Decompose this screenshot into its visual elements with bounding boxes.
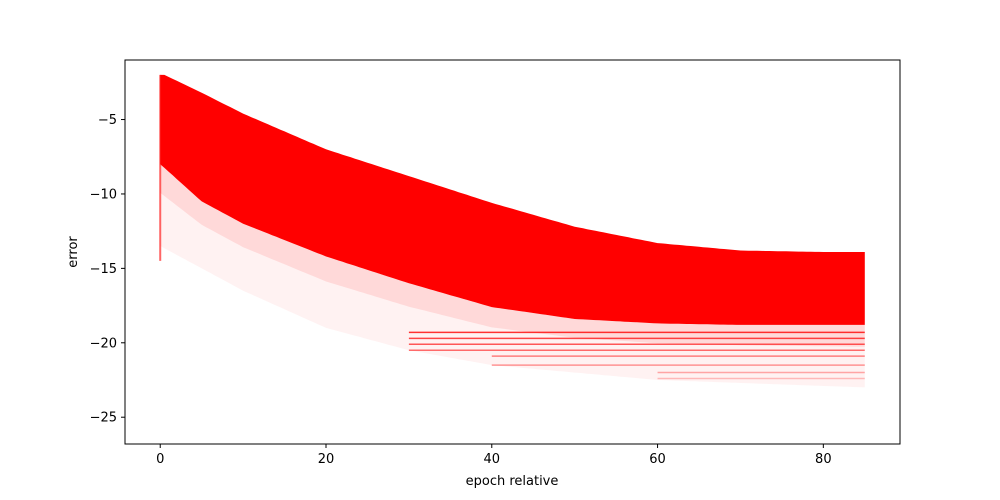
x-tick-label: 80 [815,452,832,467]
y-axis: −5 −10 −15 −20 −25 [90,113,125,426]
plot-frame [124,59,901,445]
y-tick-label: −15 [90,262,117,277]
y-tick-label: −5 [98,113,117,128]
x-axis: 0 20 40 60 80 [156,444,832,467]
data-layer [159,74,865,388]
y-tick-label: −10 [90,187,117,202]
x-tick-label: 20 [318,452,335,467]
mid-density-region [160,164,865,347]
y-axis-label: error [66,236,81,268]
x-axis-label: epoch relative [466,474,559,489]
dense-point-band [160,74,865,325]
faint-tail-region [160,164,865,388]
x-tick-label: 40 [484,452,501,467]
y-tick-label: −25 [90,411,117,426]
x-tick-label: 60 [649,452,666,467]
y-tick-label: −20 [90,336,117,351]
x-tick-label: 0 [156,452,164,467]
